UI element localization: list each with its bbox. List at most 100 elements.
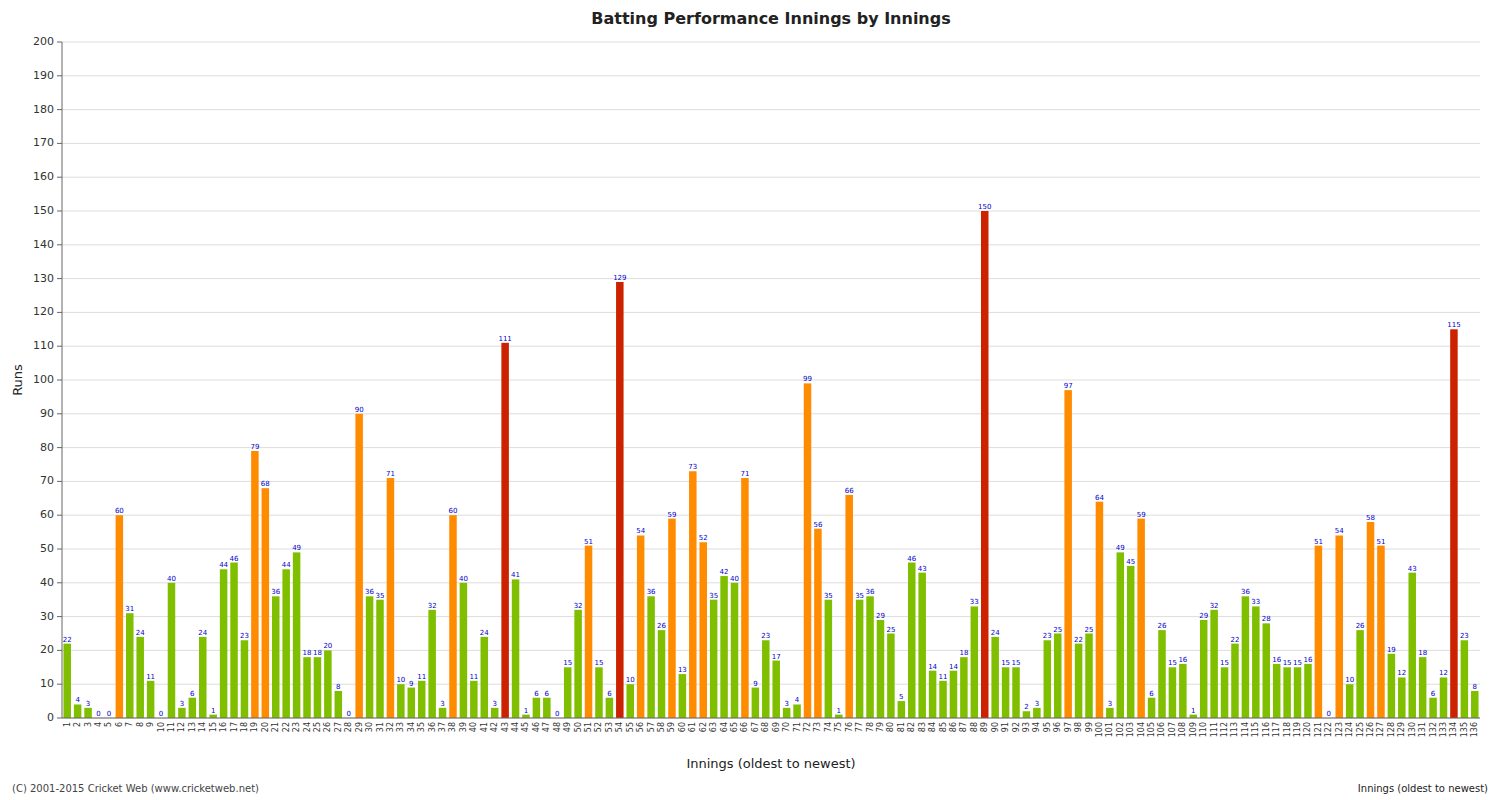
y-tick [57,549,62,550]
x-tick-label: 99 [1085,722,1094,732]
bar [616,282,624,718]
y-tick-label: 140 [33,238,54,251]
y-tick-label: 120 [33,305,54,318]
x-tick-label: 127 [1376,722,1385,737]
y-tick-label: 170 [33,136,54,149]
grid-line [62,582,1480,583]
x-tick-label: 88 [970,722,979,732]
x-tick-label: 92 [1012,722,1021,732]
x-tick-label: 129 [1397,722,1406,737]
x-tick-label: 1 [63,722,72,727]
x-tick-label: 56 [636,722,645,732]
annotation: (C) 2001-2015 Cricket Web (www.cricketwe… [12,783,259,794]
data-label: 3 [180,700,184,708]
data-label: 23 [761,632,770,640]
data-label: 11 [469,673,478,681]
data-label: 6 [1149,690,1154,698]
bar [825,600,833,718]
data-label: 56 [813,521,822,529]
x-axis-line [62,718,1480,719]
x-tick-label: 77 [855,722,864,732]
x-axis-label: Innings (oldest to newest) [686,756,855,771]
x-tick-label: 30 [365,722,374,732]
x-tick-label: 37 [438,722,447,732]
data-label: 12 [1439,669,1448,677]
x-tick-label: 78 [866,722,875,732]
y-grid [62,42,1480,718]
data-label: 16 [1272,656,1281,664]
x-tick-label: 98 [1074,722,1083,732]
data-label: 20 [323,642,332,650]
bar [835,715,843,718]
bar [209,715,217,718]
y-tick [57,481,62,482]
x-axis: 1234567891011121314151617181920212223242… [63,722,1480,737]
x-tick-label: 76 [845,722,854,732]
x-tick-label: 59 [667,722,676,732]
x-tick-label: 104 [1137,722,1146,737]
data-label: 10 [396,676,405,684]
grid-line [62,42,1480,43]
x-tick-label: 68 [761,722,770,732]
bar [877,620,885,718]
bar [1242,596,1250,718]
bar [908,563,916,718]
x-tick-label: 117 [1272,722,1281,737]
x-tick-label: 40 [469,722,478,732]
bar [929,671,937,718]
grid-line [62,413,1480,414]
data-label: 29 [1199,612,1208,620]
bar [1064,390,1072,718]
x-tick-label: 128 [1387,722,1396,737]
bar [1461,640,1469,718]
y-tick [57,447,62,448]
x-tick-label: 54 [615,722,624,732]
x-tick-label: 89 [980,722,989,732]
x-tick-label: 49 [563,722,572,732]
y-tick [57,109,62,110]
x-tick-label: 8 [136,722,145,727]
bar [1054,634,1062,719]
x-tick-label: 102 [1116,722,1125,737]
x-tick-label: 116 [1262,722,1271,737]
x-tick-label: 91 [1001,722,1010,732]
chart-container: 0102030405060708090100110120130140150160… [0,0,1500,800]
data-label: 73 [688,463,697,471]
bar [449,515,457,718]
data-label: 12 [1397,669,1406,677]
data-label: 25 [1085,626,1094,634]
x-tick-label: 39 [459,722,468,732]
grid-line [62,718,1480,719]
bar [428,610,436,718]
x-tick-label: 101 [1105,722,1114,737]
data-label: 54 [1335,527,1344,535]
bar [126,613,134,718]
x-tick-label: 62 [699,722,708,732]
bar [136,637,144,718]
bar [741,478,749,718]
y-tick [57,413,62,414]
bar [1367,522,1375,718]
bar [1012,667,1020,718]
data-label: 10 [626,676,635,684]
data-label: 35 [709,592,718,600]
x-tick-label: 130 [1408,722,1417,737]
data-label: 32 [1210,602,1219,610]
y-tick-label: 190 [33,69,54,82]
bar [647,596,655,718]
data-label: 11 [939,673,948,681]
bar [1440,677,1448,718]
data-label: 3 [1035,700,1039,708]
data-label: 46 [230,555,239,563]
data-label: 59 [1137,511,1146,519]
bar [1263,623,1271,718]
x-tick-label: 26 [323,722,332,732]
x-tick-label: 25 [313,722,322,732]
bar [783,708,791,718]
x-tick-label: 74 [824,722,833,732]
data-label: 24 [480,629,489,637]
x-tick-label: 119 [1293,722,1302,737]
data-label: 32 [574,602,583,610]
bar [887,634,895,719]
bar [543,698,551,718]
